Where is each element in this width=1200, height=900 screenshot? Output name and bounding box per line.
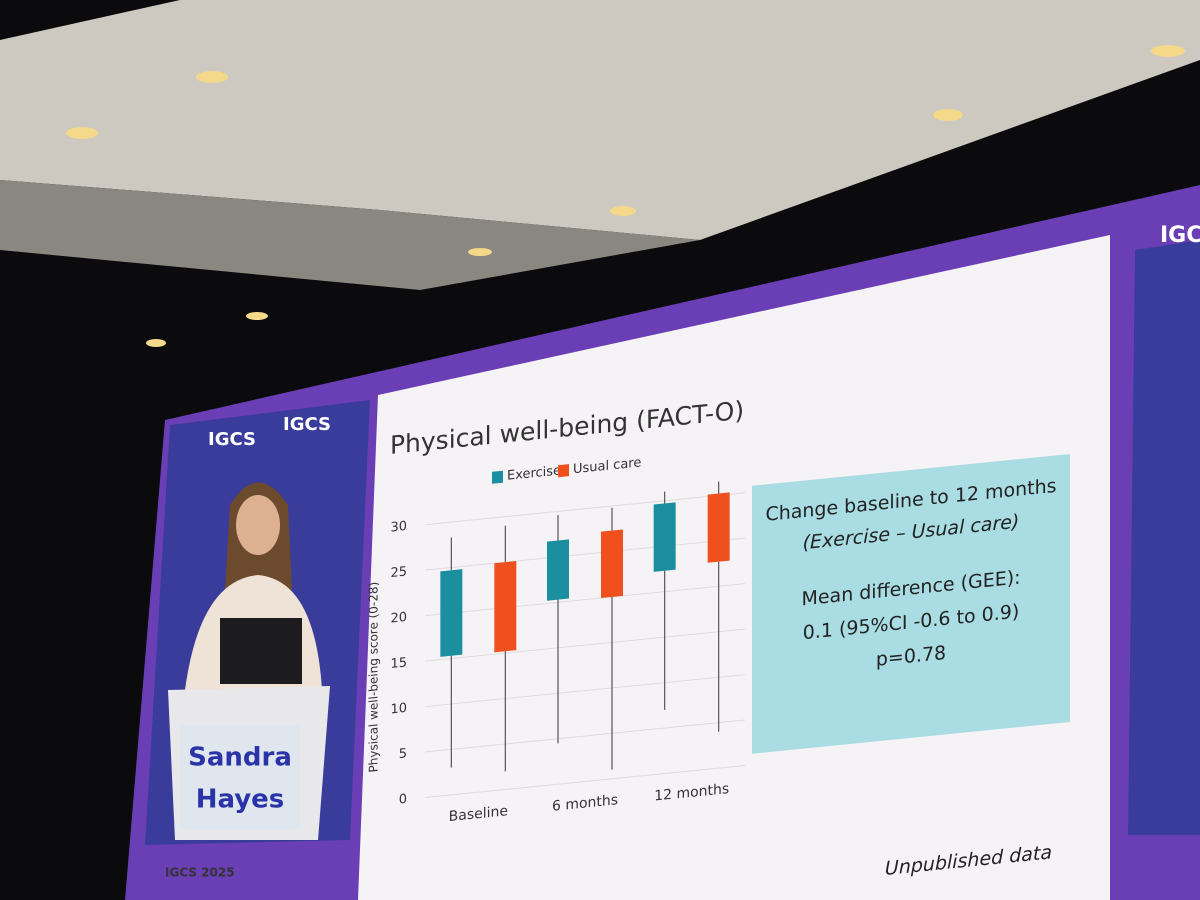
grid-line bbox=[425, 537, 745, 571]
grid-line bbox=[425, 719, 745, 753]
grid-line bbox=[425, 674, 745, 708]
speaker-name: Sandra bbox=[188, 743, 292, 773]
grid-line bbox=[425, 583, 745, 617]
side-panel bbox=[1128, 240, 1200, 835]
logo: IGCS bbox=[283, 414, 331, 435]
grid-line bbox=[425, 764, 745, 798]
y-tick-label: 10 bbox=[390, 701, 407, 718]
legend-label: Usual care bbox=[573, 455, 641, 477]
box bbox=[547, 539, 569, 601]
y-tick-label: 25 bbox=[390, 564, 407, 581]
legend-swatch bbox=[492, 470, 503, 484]
y-tick-label: 0 bbox=[399, 792, 407, 808]
event-label: IGCS 2025 bbox=[165, 866, 235, 880]
speaker-face bbox=[236, 495, 280, 555]
name-plate bbox=[180, 725, 300, 830]
x-tick-label: 6 months bbox=[552, 792, 618, 815]
logo: IGCS bbox=[208, 429, 256, 450]
box bbox=[653, 502, 676, 572]
box bbox=[440, 569, 463, 657]
grid-line bbox=[425, 492, 745, 526]
logo: IGCS bbox=[1160, 223, 1200, 248]
y-tick-label: 30 bbox=[390, 519, 407, 536]
y-tick-label: 15 bbox=[390, 655, 407, 672]
ceiling-shadow bbox=[0, 180, 700, 290]
ceiling-lights bbox=[66, 45, 1185, 347]
y-tick-label: 5 bbox=[399, 746, 407, 762]
speaker-name: Hayes bbox=[196, 785, 285, 815]
box bbox=[707, 492, 730, 563]
x-tick-label: Baseline bbox=[449, 803, 508, 825]
box bbox=[601, 529, 623, 599]
grid-line bbox=[425, 628, 745, 662]
legend-label: Exercise bbox=[507, 463, 561, 483]
y-axis-label: Physical well-being score (0-28) bbox=[367, 581, 381, 773]
summary-box bbox=[752, 453, 1070, 754]
ceiling bbox=[0, 0, 1200, 240]
legend-swatch bbox=[558, 464, 569, 478]
y-tick-label: 20 bbox=[390, 610, 407, 627]
laptop bbox=[220, 618, 302, 684]
box bbox=[494, 561, 517, 653]
x-tick-label: 12 months bbox=[654, 781, 729, 804]
